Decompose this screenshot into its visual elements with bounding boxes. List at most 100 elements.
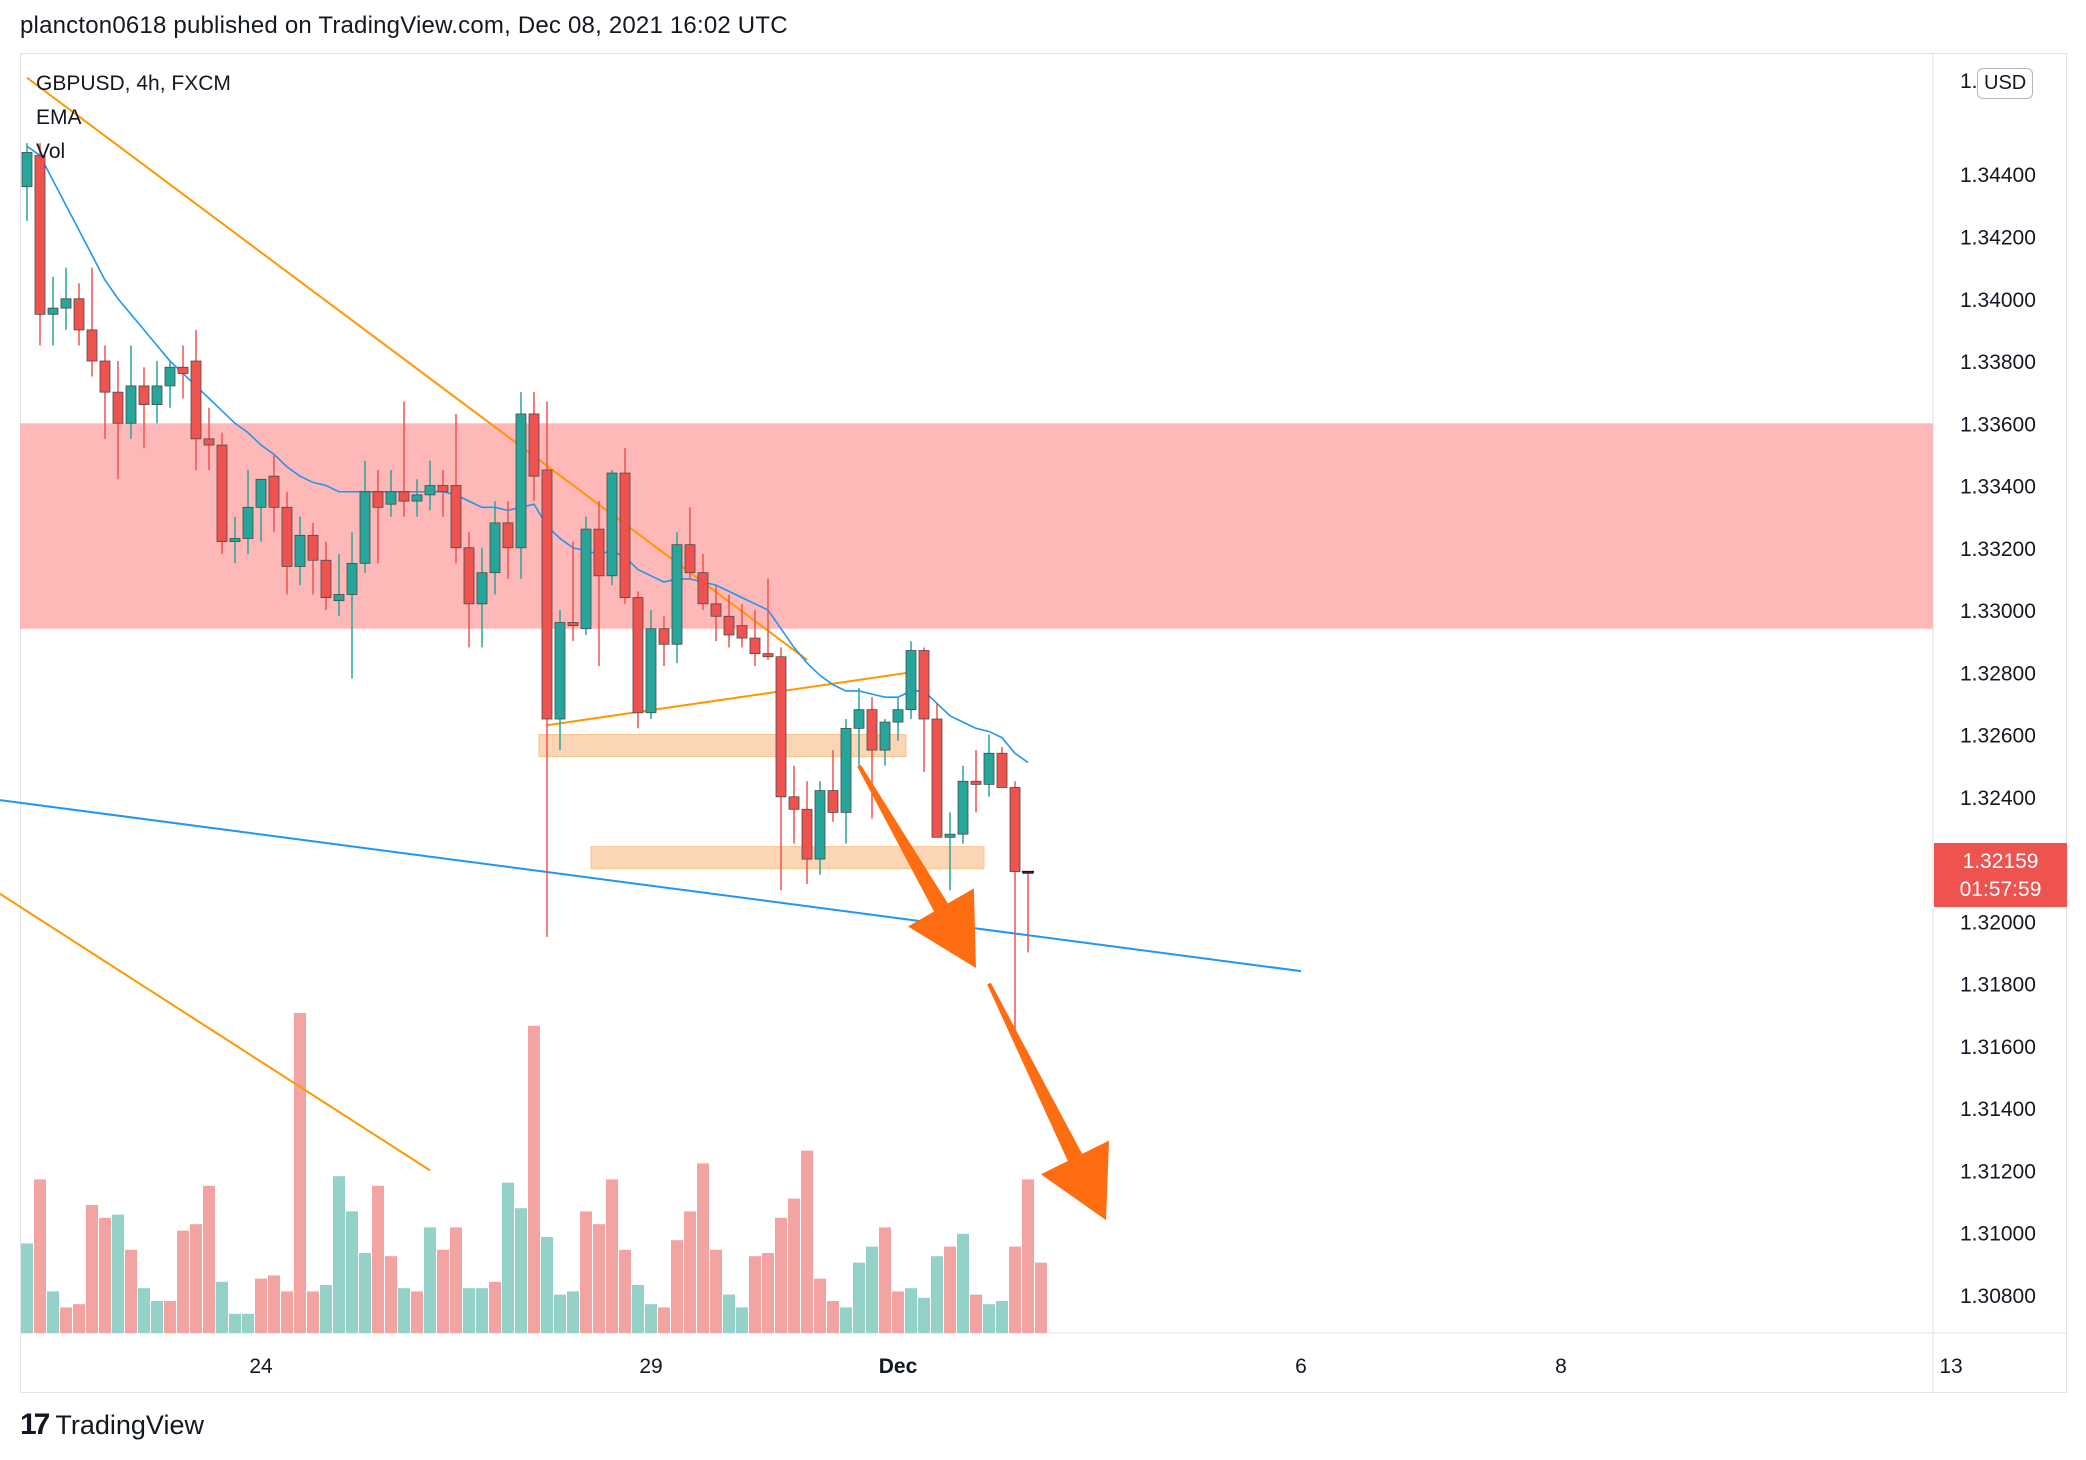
candle — [541, 469, 553, 720]
volume-bar — [255, 1278, 267, 1333]
volume-bar — [801, 1150, 813, 1333]
volume-bar — [866, 1246, 878, 1333]
volume-bar — [918, 1297, 930, 1333]
tradingview-brand-text: TradingView — [55, 1409, 204, 1440]
down-arrow-1[interactable] — [987, 982, 1110, 1221]
candle — [892, 709, 904, 723]
candle — [801, 808, 813, 860]
candle — [216, 444, 228, 542]
volume-bar — [762, 1253, 774, 1333]
candle — [138, 385, 150, 405]
volume-bar — [736, 1307, 748, 1333]
candle — [736, 625, 748, 639]
support-zone-0[interactable] — [538, 734, 907, 758]
volume-bar — [398, 1288, 410, 1333]
candle — [164, 366, 176, 387]
volume-bar — [463, 1288, 475, 1333]
volume-bar — [489, 1281, 501, 1333]
volume-bar — [411, 1291, 423, 1333]
price-axis-label: 1.30800 — [1960, 1285, 2036, 1308]
volume-bar — [190, 1224, 202, 1333]
down-arrow-0[interactable] — [857, 764, 976, 969]
candle — [970, 780, 982, 785]
volume-bar — [1022, 1179, 1034, 1333]
volume-bar — [268, 1275, 280, 1333]
price-axis-label: 1.34400 — [1960, 164, 2036, 187]
candle — [359, 491, 371, 564]
trendline-2[interactable] — [0, 797, 1302, 973]
chart-frame[interactable] — [20, 53, 2067, 1393]
currency-badge[interactable]: USD — [1977, 68, 2034, 99]
candle — [710, 603, 722, 617]
candle — [593, 528, 605, 577]
price-axis-label: 1.32800 — [1960, 662, 2036, 685]
candle — [749, 637, 761, 655]
legend-symbol[interactable]: GBPUSD, 4h, FXCM — [36, 72, 231, 95]
candle — [86, 329, 98, 362]
candle — [73, 298, 85, 331]
time-axis-label: 29 — [639, 1355, 662, 1378]
volume-bar — [567, 1291, 579, 1333]
volume-bar — [229, 1313, 241, 1333]
volume-bar — [47, 1291, 59, 1333]
candle — [281, 506, 293, 567]
candle — [814, 790, 826, 860]
candle — [528, 413, 540, 477]
volume-bar — [515, 1208, 527, 1333]
volume-bar — [710, 1249, 722, 1333]
volume-bar — [788, 1198, 800, 1333]
current-price-label: 1.32159 01:57:59 — [1934, 843, 2067, 907]
price-axis-label: 1.33000 — [1960, 600, 2036, 623]
candle — [580, 528, 592, 630]
legend-vol[interactable]: Vol — [36, 140, 66, 163]
candle — [619, 472, 631, 598]
candle — [554, 622, 566, 720]
candle — [190, 360, 202, 440]
support-zone-1[interactable] — [590, 846, 985, 870]
volume-bar — [983, 1304, 995, 1333]
candle — [775, 656, 787, 798]
volume-bar — [281, 1291, 293, 1333]
candle — [996, 752, 1008, 788]
volume-bar — [658, 1307, 670, 1333]
candle — [398, 491, 410, 502]
published-by-header: plancton0618 published on TradingView.co… — [20, 12, 788, 39]
volume-bar — [606, 1179, 618, 1333]
tradingview-logo[interactable]: 17 TradingView — [20, 1408, 204, 1442]
candle — [450, 485, 462, 549]
volume-bar — [437, 1249, 449, 1333]
time-axis-label: 8 — [1555, 1355, 1567, 1378]
volume-bar — [385, 1256, 397, 1333]
volume-bar — [723, 1294, 735, 1333]
time-axis-label: 13 — [1939, 1355, 1962, 1378]
volume-bar — [34, 1179, 46, 1333]
candle — [840, 727, 852, 813]
price-axis-label: 1.34200 — [1960, 227, 2036, 250]
price-axis-label: 1.34000 — [1960, 289, 2036, 312]
candle — [255, 478, 267, 508]
candle — [502, 522, 514, 549]
candle — [424, 485, 436, 496]
trendline-1[interactable] — [546, 671, 912, 727]
volume-bar — [905, 1288, 917, 1333]
volume-bar — [99, 1217, 111, 1333]
candle — [632, 597, 644, 714]
candle — [112, 391, 124, 424]
candle — [385, 491, 397, 505]
candle — [983, 752, 995, 785]
price-axis-label: 1.32600 — [1960, 725, 2036, 748]
volume-bar — [151, 1301, 163, 1333]
volume-bar — [112, 1214, 124, 1333]
volume-bar — [632, 1285, 644, 1333]
trendline-3[interactable] — [0, 878, 431, 1172]
resistance-zone[interactable] — [20, 423, 1933, 629]
legend-ema[interactable]: EMA — [36, 106, 82, 129]
volume-bar — [125, 1249, 137, 1333]
volume-bar — [944, 1246, 956, 1333]
candle — [333, 594, 345, 602]
candle — [463, 547, 475, 605]
candle — [34, 155, 46, 315]
candle — [203, 438, 215, 446]
volume-bar — [216, 1281, 228, 1333]
